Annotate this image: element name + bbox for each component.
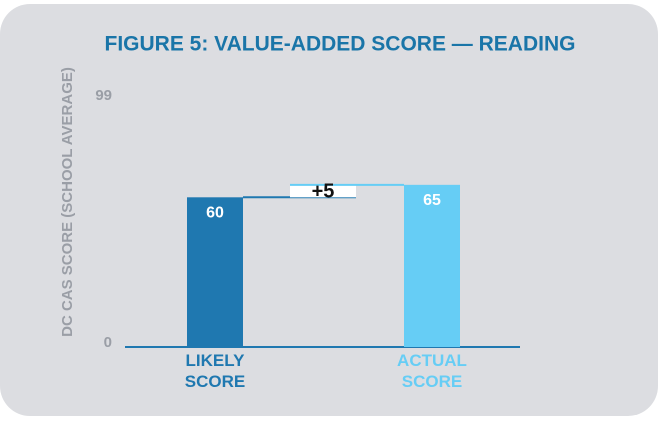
value-label: 65	[423, 192, 441, 209]
panel	[0, 4, 658, 416]
y-axis-label: DC CAS SCORE (SCHOOL AVERAGE)	[59, 67, 76, 337]
y-tick-label: 0	[104, 334, 112, 351]
bar	[187, 197, 243, 347]
annotation: +5	[312, 180, 335, 202]
chart-title: FIGURE 5: VALUE-ADDED SCORE — READING	[105, 33, 576, 56]
x-tick-label: LIKELY SCORE	[185, 351, 245, 391]
bar	[404, 184, 460, 347]
y-tick-label: 99	[95, 87, 112, 104]
annotation-box	[290, 184, 356, 198]
value-label: 60	[206, 205, 224, 222]
x-tick-label: ACTUAL SCORE	[397, 351, 467, 391]
